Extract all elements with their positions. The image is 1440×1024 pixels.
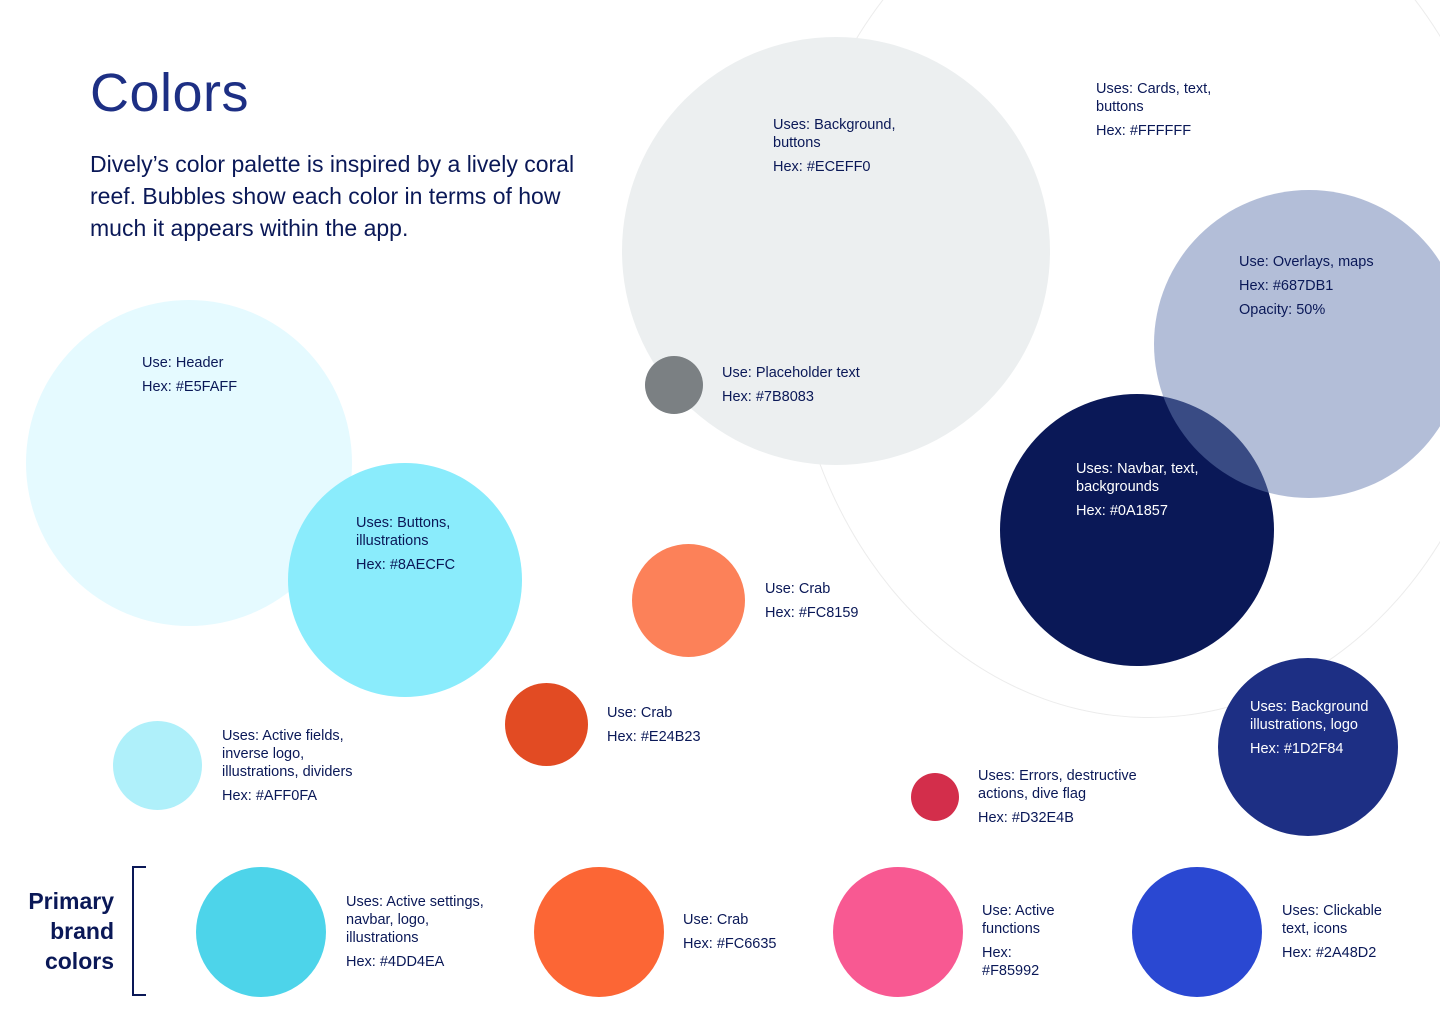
label-active-functions-use: Use: Active functions [982, 903, 1055, 937]
label-active-functions-hex: Hex: #F85992 [982, 945, 1040, 979]
label-overlay-opacity: Opacity: 50% [1239, 302, 1326, 318]
bubble-active-settings [196, 867, 326, 997]
label-crab-e24b23: Use: Crab Hex: #E24B23 [607, 704, 727, 746]
label-overlay-use: Use: Overlays, maps [1239, 254, 1374, 270]
label-buttons: Uses: Buttons, illustrations Hex: #8AECF… [356, 514, 476, 574]
bubble-clickable [1132, 867, 1262, 997]
label-active-fields-hex: Hex: #AFF0FA [222, 788, 318, 804]
label-white-use: Uses: Cards, text, buttons [1096, 81, 1212, 115]
bubble-buttons [288, 463, 522, 697]
label-clickable-hex: Hex: #2A48D2 [1282, 945, 1377, 961]
label-eceff0: Uses: Background, buttons Hex: #ECEFF0 [773, 116, 913, 176]
label-header-hex: Hex: #E5FAFF [142, 379, 238, 395]
bubble-crab-fc6635 [534, 867, 664, 997]
label-bg-illustrations-use: Uses: Background illustrations, logo [1250, 699, 1369, 733]
label-bg-illustrations: Uses: Background illustrations, logo Hex… [1250, 698, 1380, 758]
label-overlay-hex: Hex: #687DB1 [1239, 278, 1334, 294]
primary-brand-heading-line1: Primary [28, 888, 114, 914]
label-active-fields-use: Uses: Active fields, inverse logo, illus… [222, 728, 353, 780]
label-eceff0-use: Uses: Background, buttons [773, 117, 896, 151]
label-overlay: Use: Overlays, maps Hex: #687DB1 Opacity… [1239, 253, 1409, 319]
bubble-active-fields [113, 721, 202, 810]
bubble-crab-fc8159 [632, 544, 745, 657]
bubble-placeholder [645, 356, 703, 414]
primary-brand-heading-line3: colors [44, 948, 114, 974]
label-crab-e24b23-use: Use: Crab [607, 705, 673, 721]
bubble-overlay [1154, 190, 1440, 498]
label-active-settings-use: Uses: Active settings, navbar, logo, ill… [346, 894, 484, 946]
label-errors-hex: Hex: #D32E4B [978, 810, 1074, 826]
label-buttons-use: Uses: Buttons, illustrations [356, 515, 451, 549]
brand-bracket [132, 866, 146, 996]
label-crab-fc6635: Use: Crab Hex: #FC6635 [683, 911, 803, 953]
label-placeholder-use: Use: Placeholder text [722, 365, 860, 381]
label-eceff0-hex: Hex: #ECEFF0 [773, 159, 871, 175]
bubble-bg-illustrations [1218, 658, 1398, 836]
page-title: Colors [90, 63, 250, 123]
label-clickable: Uses: Clickable text, icons Hex: #2A48D2 [1282, 902, 1392, 962]
label-crab-fc6635-hex: Hex: #FC6635 [683, 936, 777, 952]
label-errors-use: Uses: Errors, destructive actions, dive … [978, 768, 1137, 802]
bubble-crab-e24b23 [505, 683, 588, 766]
label-bg-illustrations-hex: Hex: #1D2F84 [1250, 741, 1344, 757]
label-navbar-use: Uses: Navbar, text, backgrounds [1076, 461, 1199, 495]
label-white: Uses: Cards, text, buttons Hex: #FFFFFF [1096, 80, 1236, 140]
label-errors: Uses: Errors, destructive actions, dive … [978, 767, 1153, 827]
bubble-active-functions [833, 867, 963, 997]
label-navbar: Uses: Navbar, text, backgrounds Hex: #0A… [1076, 460, 1216, 520]
label-placeholder-hex: Hex: #7B8083 [722, 389, 814, 405]
label-crab-fc8159-hex: Hex: #FC8159 [765, 605, 859, 621]
intro-text: Dively’s color palette is inspired by a … [90, 151, 575, 241]
label-placeholder: Use: Placeholder text Hex: #7B8083 [722, 364, 892, 406]
label-active-settings-hex: Hex: #4DD4EA [346, 954, 445, 970]
label-navbar-hex: Hex: #0A1857 [1076, 503, 1168, 519]
bubble-errors [911, 773, 959, 821]
primary-brand-heading: Primary brand colors [10, 886, 114, 976]
label-active-fields: Uses: Active fields, inverse logo, illus… [222, 727, 372, 805]
label-crab-fc8159-use: Use: Crab [765, 581, 831, 597]
label-active-functions: Use: Active functions Hex: #F85992 [982, 902, 1072, 980]
label-white-hex: Hex: #FFFFFF [1096, 123, 1192, 139]
label-header: Use: Header Hex: #E5FAFF [142, 354, 282, 396]
label-clickable-use: Uses: Clickable text, icons [1282, 903, 1382, 937]
primary-brand-heading-line2: brand [50, 918, 114, 944]
label-active-settings: Uses: Active settings, navbar, logo, ill… [346, 893, 496, 971]
label-crab-e24b23-hex: Hex: #E24B23 [607, 729, 701, 745]
label-crab-fc8159: Use: Crab Hex: #FC8159 [765, 580, 885, 622]
label-buttons-hex: Hex: #8AECFC [356, 557, 456, 573]
label-header-use: Use: Header [142, 355, 224, 371]
label-crab-fc6635-use: Use: Crab [683, 912, 749, 928]
